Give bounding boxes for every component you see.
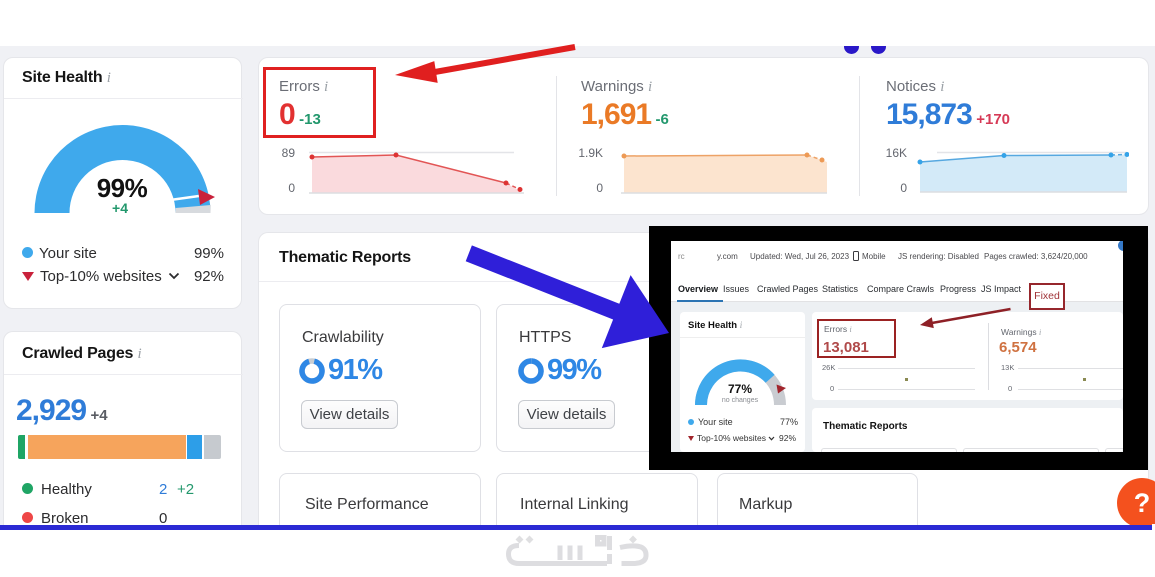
svg-text:0: 0 — [900, 181, 907, 195]
svg-text:0: 0 — [596, 181, 603, 195]
svg-text:77%: 77% — [728, 382, 752, 396]
svg-text:0: 0 — [288, 181, 295, 195]
svg-text:no changes: no changes — [722, 397, 759, 404]
svg-text:16K: 16K — [886, 146, 907, 160]
svg-text:+4: +4 — [112, 200, 128, 216]
svg-text:1.9K: 1.9K — [578, 146, 603, 160]
svg-text:99%: 99% — [97, 173, 148, 203]
svg-text:89: 89 — [282, 146, 296, 160]
